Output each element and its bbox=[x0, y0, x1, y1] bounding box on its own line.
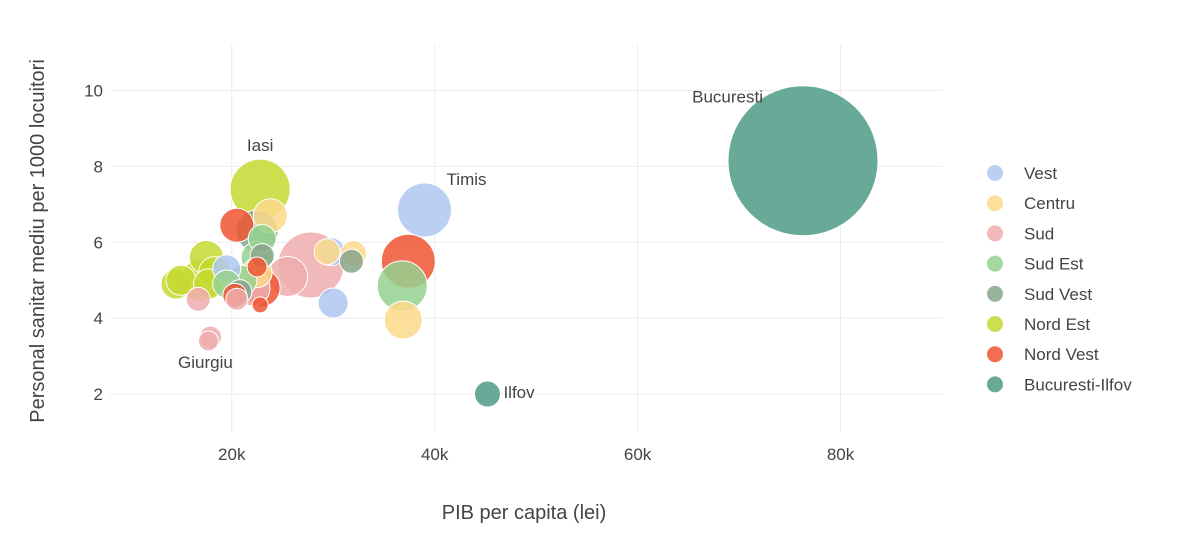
y-tick-label: 8 bbox=[94, 157, 103, 176]
bubble-nord-vest[interactable] bbox=[246, 256, 268, 278]
legend-marker bbox=[987, 285, 1003, 302]
legend-item-vest[interactable]: Vest bbox=[987, 164, 1057, 183]
legend-marker bbox=[987, 316, 1003, 332]
y-tick-label: 10 bbox=[84, 82, 103, 101]
bubble-nord-vest[interactable] bbox=[219, 207, 255, 243]
bubble-sud-vest[interactable] bbox=[338, 248, 364, 274]
legend-item-nord-vest[interactable]: Nord Vest bbox=[987, 345, 1099, 364]
legend-marker bbox=[987, 195, 1003, 212]
annotations: Bucuresti Iasi Timis Giurgiu Ilfov bbox=[178, 88, 763, 402]
legend-item-bucuresti-ilfov[interactable]: Bucuresti-Ilfov bbox=[987, 375, 1132, 394]
legend-marker bbox=[987, 376, 1003, 393]
bubble-centru[interactable] bbox=[383, 300, 423, 340]
bubble-sud[interactable] bbox=[225, 287, 249, 311]
legend-marker bbox=[987, 346, 1003, 363]
legend-item-sud-est[interactable]: Sud Est bbox=[987, 255, 1084, 274]
axis-ticks: 20k 40k 60k 80k 2 4 6 8 10 bbox=[84, 82, 855, 464]
legend-label: Centru bbox=[1024, 194, 1075, 213]
y-tick-label: 2 bbox=[94, 385, 103, 404]
legend[interactable]: Vest Centru Sud Sud Est Sud Vest Nord Est Nord… bbox=[987, 164, 1132, 394]
legend-item-nord-est[interactable]: Nord Est bbox=[987, 315, 1090, 334]
bubble-nord-vest[interactable] bbox=[251, 296, 269, 314]
annotation-label: Iasi bbox=[247, 136, 273, 155]
legend-marker bbox=[987, 165, 1003, 181]
annotation-label: Giurgiu bbox=[178, 353, 233, 372]
legend-label: Bucuresti-Ilfov bbox=[1024, 375, 1132, 394]
x-axis-title: PIB per capita (lei) bbox=[442, 502, 607, 524]
bubble-sud[interactable] bbox=[197, 330, 219, 352]
bubble-vest[interactable] bbox=[397, 182, 453, 238]
annotation-label: Timis bbox=[447, 170, 487, 189]
bubbles bbox=[160, 85, 879, 408]
legend-marker bbox=[987, 255, 1003, 272]
x-tick-label: 60k bbox=[624, 445, 652, 464]
annotation-label: Bucuresti bbox=[692, 88, 763, 107]
legend-item-sud[interactable]: Sud bbox=[987, 224, 1054, 243]
legend-label: Nord Vest bbox=[1024, 345, 1099, 364]
legend-marker bbox=[987, 225, 1003, 242]
y-tick-label: 4 bbox=[94, 309, 103, 328]
bubble-centru[interactable] bbox=[313, 238, 341, 266]
bubble-bucuresti-ilfov[interactable] bbox=[727, 85, 879, 237]
legend-label: Sud Vest bbox=[1024, 285, 1092, 304]
x-tick-label: 80k bbox=[827, 445, 855, 464]
legend-label: Vest bbox=[1024, 164, 1057, 183]
legend-label: Sud Est bbox=[1024, 255, 1084, 274]
annotation-label: Ilfov bbox=[503, 383, 535, 402]
y-tick-label: 6 bbox=[94, 233, 103, 252]
legend-label: Sud bbox=[1024, 224, 1054, 243]
y-axis-title: Personal sanitar mediu per 1000 locuitor… bbox=[27, 59, 49, 423]
legend-label: Nord Est bbox=[1024, 315, 1090, 334]
x-tick-label: 20k bbox=[218, 445, 246, 464]
bubble-sud[interactable] bbox=[185, 286, 211, 312]
bubble-vest[interactable] bbox=[317, 287, 349, 319]
bubble-bucuresti-ilfov[interactable] bbox=[473, 380, 501, 408]
x-tick-label: 40k bbox=[421, 445, 449, 464]
legend-item-centru[interactable]: Centru bbox=[987, 194, 1075, 213]
legend-item-sud-vest[interactable]: Sud Vest bbox=[987, 285, 1092, 304]
